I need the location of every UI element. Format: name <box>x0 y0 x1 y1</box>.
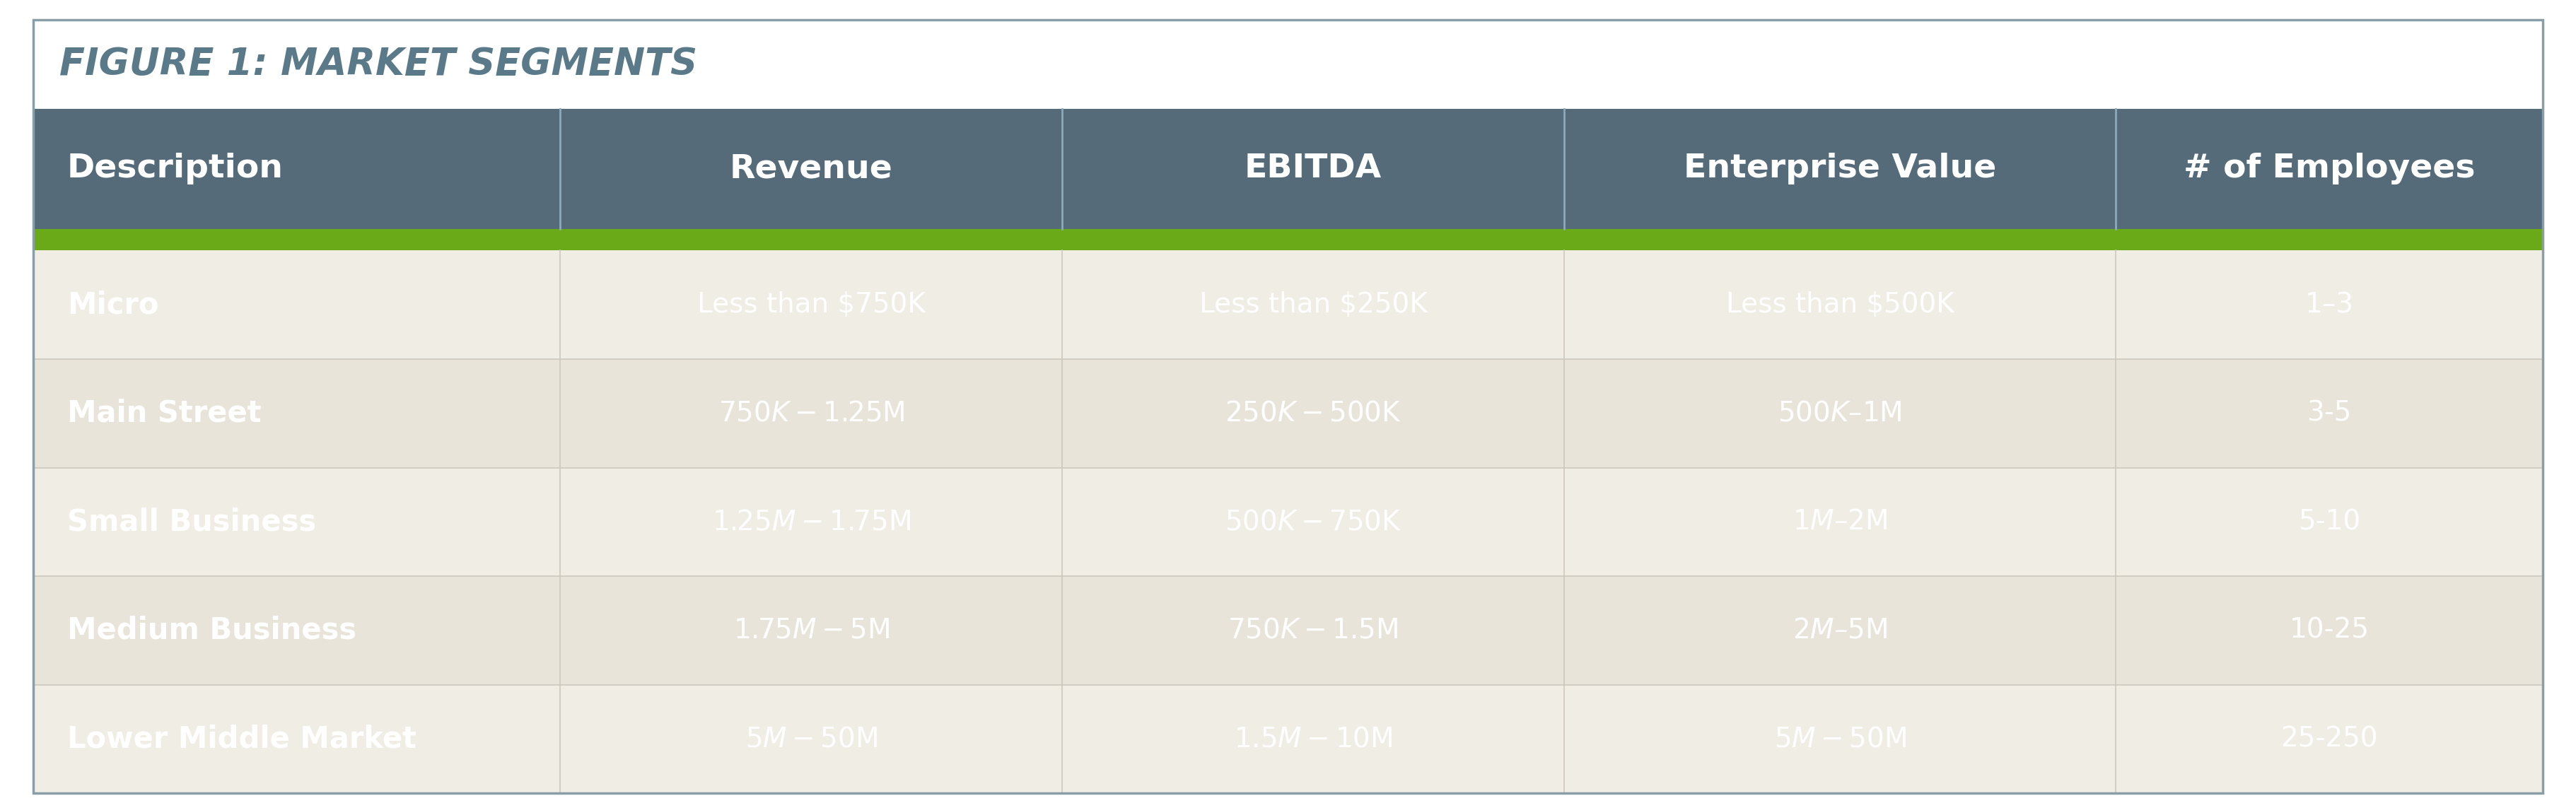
Text: $250K - $500K: $250K - $500K <box>1224 400 1401 427</box>
Text: $500K - $750K: $500K - $750K <box>1224 508 1401 536</box>
Text: 1–3: 1–3 <box>2306 291 2354 318</box>
Text: Main Street: Main Street <box>67 398 260 428</box>
Text: Less than $250K: Less than $250K <box>1198 291 1427 318</box>
Text: $5M - $50M: $5M - $50M <box>1775 726 1906 752</box>
Text: Less than $750K: Less than $750K <box>698 291 925 318</box>
Text: $1M – $2M: $1M – $2M <box>1793 508 1888 536</box>
FancyBboxPatch shape <box>33 577 2543 685</box>
Text: Revenue: Revenue <box>729 153 894 185</box>
Text: 25-250: 25-250 <box>2280 726 2378 752</box>
Text: Enterprise Value: Enterprise Value <box>1685 153 1996 185</box>
FancyBboxPatch shape <box>33 109 2543 229</box>
Text: $1.25M - $1.75M: $1.25M - $1.75M <box>711 508 912 536</box>
Text: $500K – $1M: $500K – $1M <box>1777 400 1901 427</box>
Text: $750K - $1.5M: $750K - $1.5M <box>1229 617 1399 644</box>
Text: Lower Middle Market: Lower Middle Market <box>67 724 417 754</box>
FancyBboxPatch shape <box>33 229 2543 251</box>
FancyBboxPatch shape <box>33 467 2543 577</box>
Text: FIGURE 1: MARKET SEGMENTS: FIGURE 1: MARKET SEGMENTS <box>59 46 698 83</box>
FancyBboxPatch shape <box>33 359 2543 467</box>
Text: # of Employees: # of Employees <box>2184 153 2476 185</box>
Text: Medium Business: Medium Business <box>67 616 355 646</box>
Text: $1.75M - $5M: $1.75M - $5M <box>734 617 889 644</box>
Text: $1.5M - $10M: $1.5M - $10M <box>1234 726 1394 752</box>
Text: 5-10: 5-10 <box>2298 508 2360 536</box>
Text: 10-25: 10-25 <box>2290 617 2370 644</box>
Text: Micro: Micro <box>67 290 160 320</box>
FancyBboxPatch shape <box>33 685 2543 793</box>
Text: Description: Description <box>67 153 283 185</box>
Text: $2M – $5M: $2M – $5M <box>1793 617 1888 644</box>
Text: $750K-$1.25M: $750K-$1.25M <box>719 400 904 427</box>
FancyBboxPatch shape <box>33 20 2543 109</box>
FancyBboxPatch shape <box>33 251 2543 359</box>
Text: EBITDA: EBITDA <box>1244 153 1381 185</box>
Text: Less than $500K: Less than $500K <box>1726 291 1955 318</box>
Text: Small Business: Small Business <box>67 507 317 536</box>
Text: $5M - $50M: $5M - $50M <box>744 726 878 752</box>
Text: 3-5: 3-5 <box>2308 400 2352 427</box>
